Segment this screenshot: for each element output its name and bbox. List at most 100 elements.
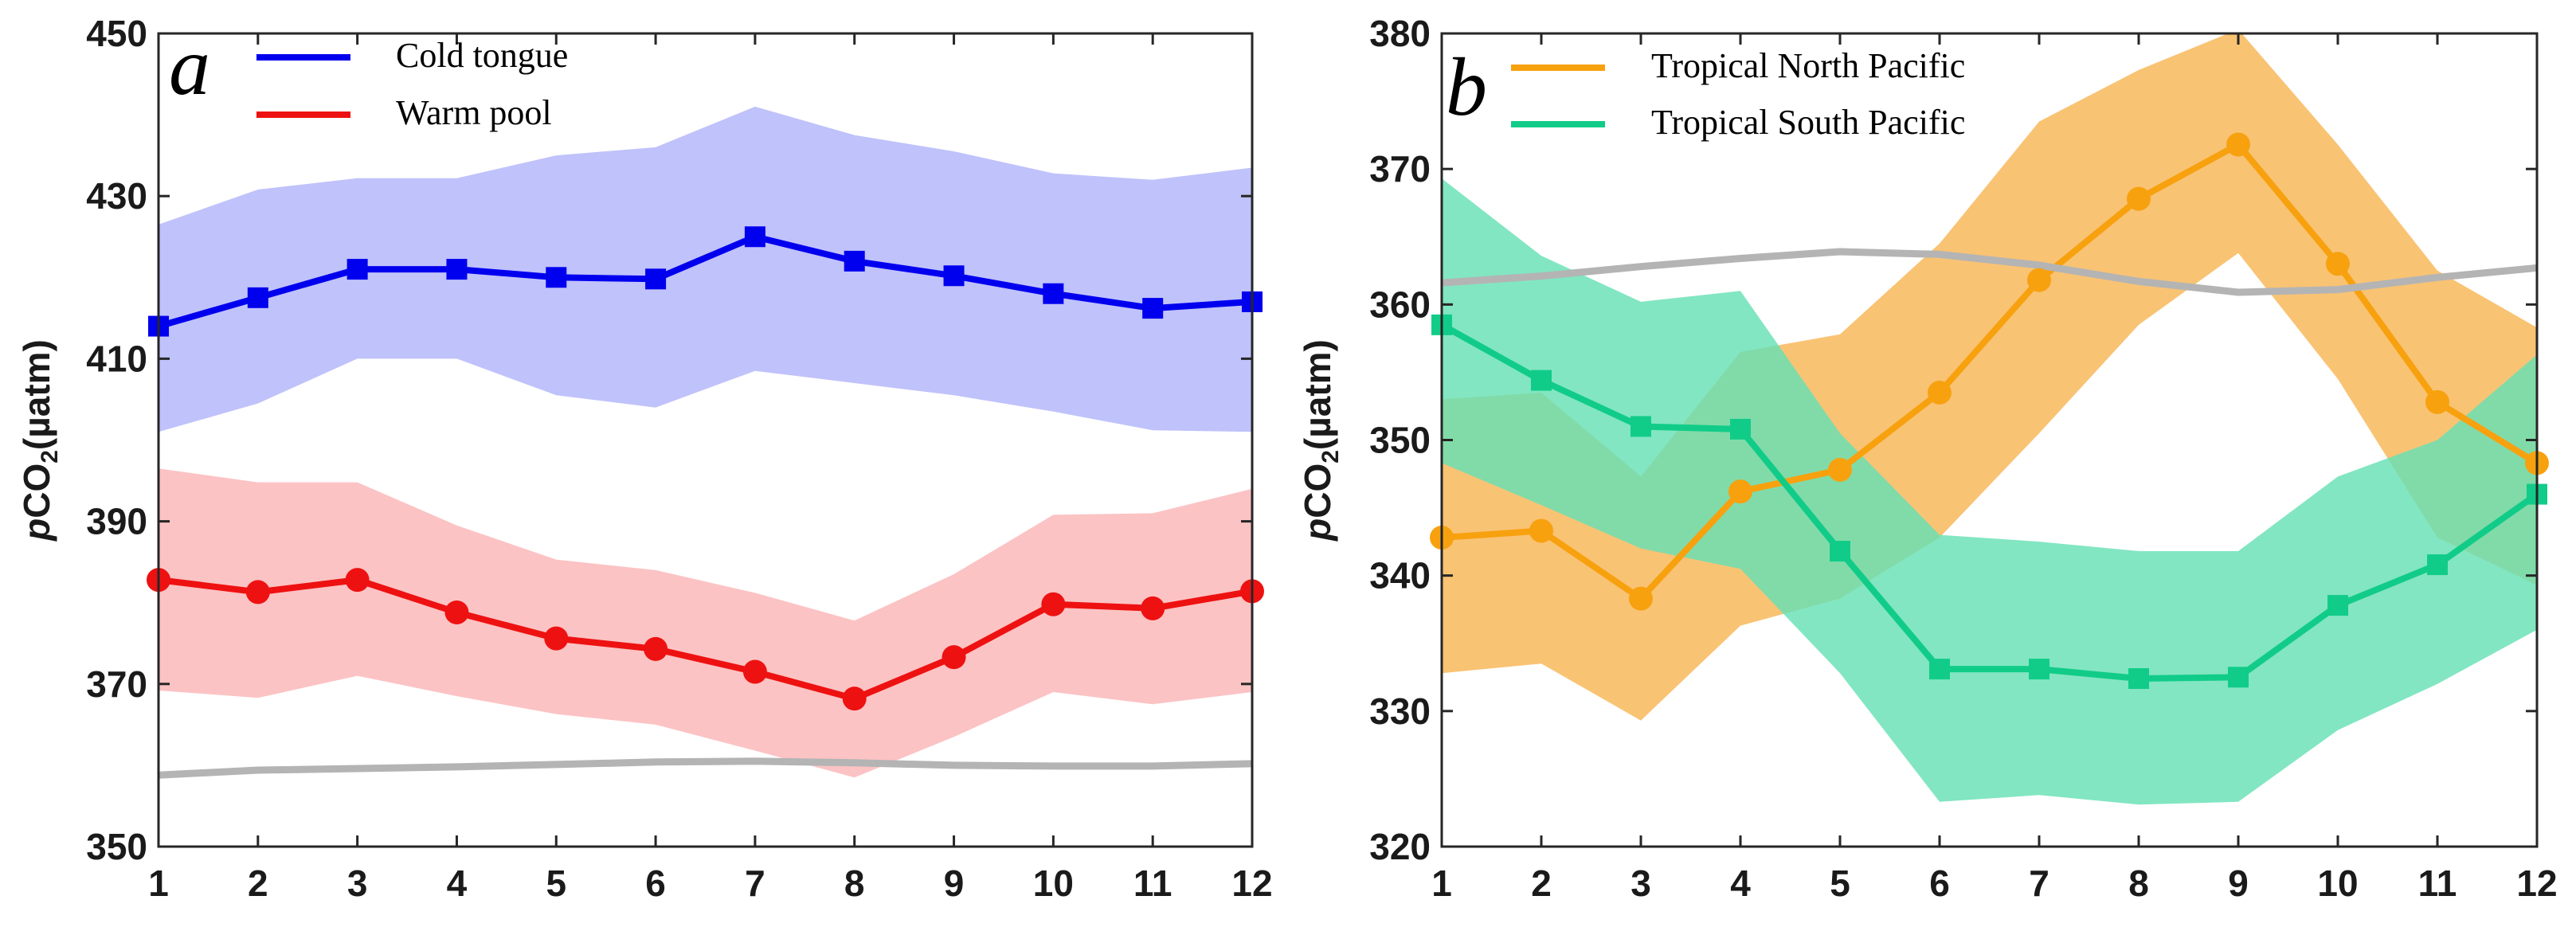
- band-warm-pool: [159, 468, 1252, 778]
- x-tick-label: 4: [1730, 863, 1751, 904]
- data-point-tropical-north-pacific: [1828, 457, 1852, 482]
- y-tick-label: 340: [1369, 555, 1431, 597]
- y-tick-label: 370: [1369, 148, 1431, 190]
- data-point-tropical-north-pacific: [2027, 268, 2051, 292]
- panel-letter: b: [1446, 41, 1487, 133]
- y-tick-label: 360: [1369, 284, 1431, 325]
- legend-label-cold-tongue: Cold tongue: [396, 36, 568, 75]
- data-point-warm-pool: [842, 687, 867, 711]
- data-point-warm-pool: [742, 659, 767, 684]
- y-label-main: CO: [16, 464, 57, 518]
- x-tick-label: 8: [2128, 863, 2149, 904]
- data-point-cold-tongue: [1142, 298, 1164, 319]
- data-point-tropical-north-pacific: [2425, 389, 2449, 414]
- data-point-cold-tongue: [1043, 283, 1064, 304]
- data-point-tropical-south-pacific: [1929, 659, 1950, 680]
- data-point-warm-pool: [245, 580, 270, 604]
- x-tick-label: 2: [1531, 863, 1552, 904]
- axes-frame: [157, 32, 1254, 848]
- legend-label-warm-pool: Warm pool: [396, 93, 552, 132]
- plot-area: [159, 106, 1252, 779]
- legend-label-tropical-north-pacific: Tropical North Pacific: [1651, 46, 1965, 85]
- data-point-tropical-north-pacific: [2127, 186, 2151, 211]
- x-tick-label: 2: [248, 863, 268, 904]
- y-tick-label: 380: [1369, 13, 1431, 54]
- data-point-tropical-south-pacific: [1531, 370, 1552, 391]
- series-line-atmospheric-reference: [1442, 248, 2537, 296]
- data-point-cold-tongue: [844, 250, 865, 272]
- y-tick-label: 320: [1369, 826, 1431, 867]
- data-point-warm-pool: [444, 600, 469, 624]
- x-tick-label: 5: [1830, 863, 1850, 904]
- x-tick-label: 9: [944, 863, 965, 904]
- x-tick-label: 11: [1133, 863, 1173, 904]
- panel-letter: a: [169, 21, 210, 112]
- series-line-warm-pool: [159, 577, 1252, 702]
- x-tick-label: 7: [2029, 863, 2049, 904]
- data-point-warm-pool: [345, 568, 370, 593]
- band-tropical-south-pacific: [1442, 178, 2537, 805]
- data-point-tropical-south-pacific: [1730, 418, 1751, 440]
- x-tick-label: 5: [546, 863, 566, 904]
- series-line-tropical-south-pacific: [1442, 321, 2537, 682]
- y-tick-label: 450: [86, 13, 147, 54]
- data-point-tropical-south-pacific: [2327, 595, 2348, 616]
- data-point-tropical-north-pacific: [1629, 586, 1653, 611]
- data-point-tropical-north-pacific: [2326, 252, 2350, 276]
- x-tick-label: 1: [148, 863, 169, 904]
- y-label-unit: (µatm): [1297, 339, 1338, 450]
- y-tick-label: 390: [86, 501, 147, 542]
- y-label-subscript: 2: [37, 450, 63, 464]
- x-tick-label: 6: [645, 863, 666, 904]
- data-point-cold-tongue: [645, 268, 667, 290]
- data-point-warm-pool: [644, 636, 668, 661]
- data-point-cold-tongue: [744, 226, 765, 248]
- data-point-cold-tongue: [546, 267, 567, 288]
- data-point-tropical-north-pacific: [1928, 380, 1952, 405]
- series-line-atmospheric-reference: [159, 757, 1252, 779]
- y-tick-label: 410: [86, 338, 147, 379]
- plot-area: [1442, 33, 2537, 805]
- y-label-main: CO: [1297, 464, 1338, 518]
- y-label-prefix: p: [16, 518, 57, 542]
- data-point-cold-tongue: [346, 259, 368, 280]
- data-point-tropical-south-pacific: [2228, 667, 2249, 688]
- y-label-prefix: p: [1297, 518, 1338, 542]
- y-tick-label: 350: [86, 826, 147, 867]
- x-tick-label: 6: [1929, 863, 1950, 904]
- x-tick-label: 12: [1231, 863, 1272, 904]
- data-point-tropical-south-pacific: [1830, 541, 1850, 562]
- y-tick-label: 430: [86, 175, 147, 217]
- y-label-unit: (µatm): [16, 339, 57, 450]
- x-tick-label: 10: [2317, 863, 2358, 904]
- y-axis-label: pCO2(µatm): [16, 339, 63, 542]
- series-line-cold-tongue: [159, 233, 1252, 330]
- data-point-tropical-south-pacific: [2029, 659, 2049, 680]
- x-tick-label: 11: [2418, 863, 2457, 904]
- x-tick-label: 12: [2516, 863, 2557, 904]
- data-point-tropical-south-pacific: [2427, 554, 2448, 576]
- x-tick-label: 7: [745, 863, 765, 904]
- data-point-cold-tongue: [943, 265, 965, 287]
- x-tick-label: 9: [2228, 863, 2249, 904]
- data-point-cold-tongue: [446, 259, 468, 280]
- data-point-tropical-north-pacific: [1529, 518, 1553, 543]
- y-tick-label: 370: [86, 663, 147, 705]
- data-point-warm-pool: [1041, 592, 1066, 616]
- data-point-warm-pool: [544, 626, 569, 651]
- data-point-tropical-south-pacific: [1631, 416, 1651, 437]
- legend-label-tropical-south-pacific: Tropical South Pacific: [1651, 103, 1965, 142]
- x-tick-label: 3: [347, 863, 368, 904]
- data-point-tropical-north-pacific: [1728, 479, 1752, 504]
- y-axis-label: pCO2(µatm): [1297, 339, 1344, 542]
- y-tick-label: 330: [1369, 690, 1431, 732]
- data-point-warm-pool: [942, 645, 966, 670]
- x-tick-label: 1: [1431, 863, 1452, 904]
- data-point-warm-pool: [1141, 596, 1165, 620]
- y-tick-label: 350: [1369, 420, 1431, 461]
- y-label-subscript: 2: [1317, 450, 1344, 464]
- x-tick-label: 3: [1631, 863, 1651, 904]
